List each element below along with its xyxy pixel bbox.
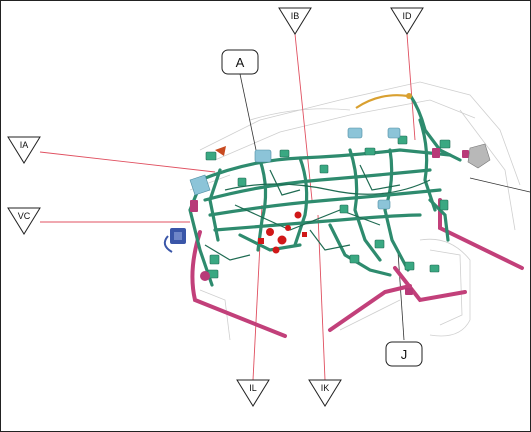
callout-ib-label: IB	[291, 11, 300, 21]
callout-id-label: ID	[403, 11, 413, 21]
callout-ib: IB	[278, 7, 312, 35]
callout-ia-label: IA	[20, 140, 29, 150]
leader-a	[239, 73, 257, 151]
label-j-text: J	[401, 347, 408, 362]
orange-wire	[355, 94, 409, 109]
callout-vc-label: VC	[18, 211, 31, 221]
magenta-connectors	[190, 148, 469, 295]
callout-ik: IK	[308, 379, 342, 407]
blue-components	[189, 127, 401, 210]
leader-right	[469, 177, 531, 193]
label-a: A	[221, 49, 259, 75]
leader-j	[397, 251, 405, 341]
callout-vc: VC	[7, 207, 41, 235]
label-j: J	[385, 341, 423, 367]
label-a-text: A	[236, 55, 245, 70]
leader-lines	[39, 33, 416, 381]
grey-component	[467, 143, 491, 169]
callout-il-label: IL	[249, 383, 257, 393]
orange-connector	[406, 93, 412, 99]
secondary-wires	[204, 164, 431, 261]
leader-ia	[39, 151, 216, 173]
callout-ia: IA	[7, 136, 41, 164]
dashboard-outline	[189, 81, 521, 341]
callout-id: ID	[390, 7, 424, 35]
leader-ib	[294, 33, 313, 201]
main-harness	[188, 93, 462, 287]
blue-connector	[163, 228, 186, 253]
harness-connectors	[205, 135, 451, 279]
leader-ik	[317, 214, 326, 381]
callout-il: IL	[236, 379, 270, 407]
black-leader-lines	[239, 73, 531, 341]
leader-id	[406, 33, 416, 141]
callout-ik-label: IK	[321, 383, 330, 393]
red-connector-cluster	[215, 146, 307, 254]
